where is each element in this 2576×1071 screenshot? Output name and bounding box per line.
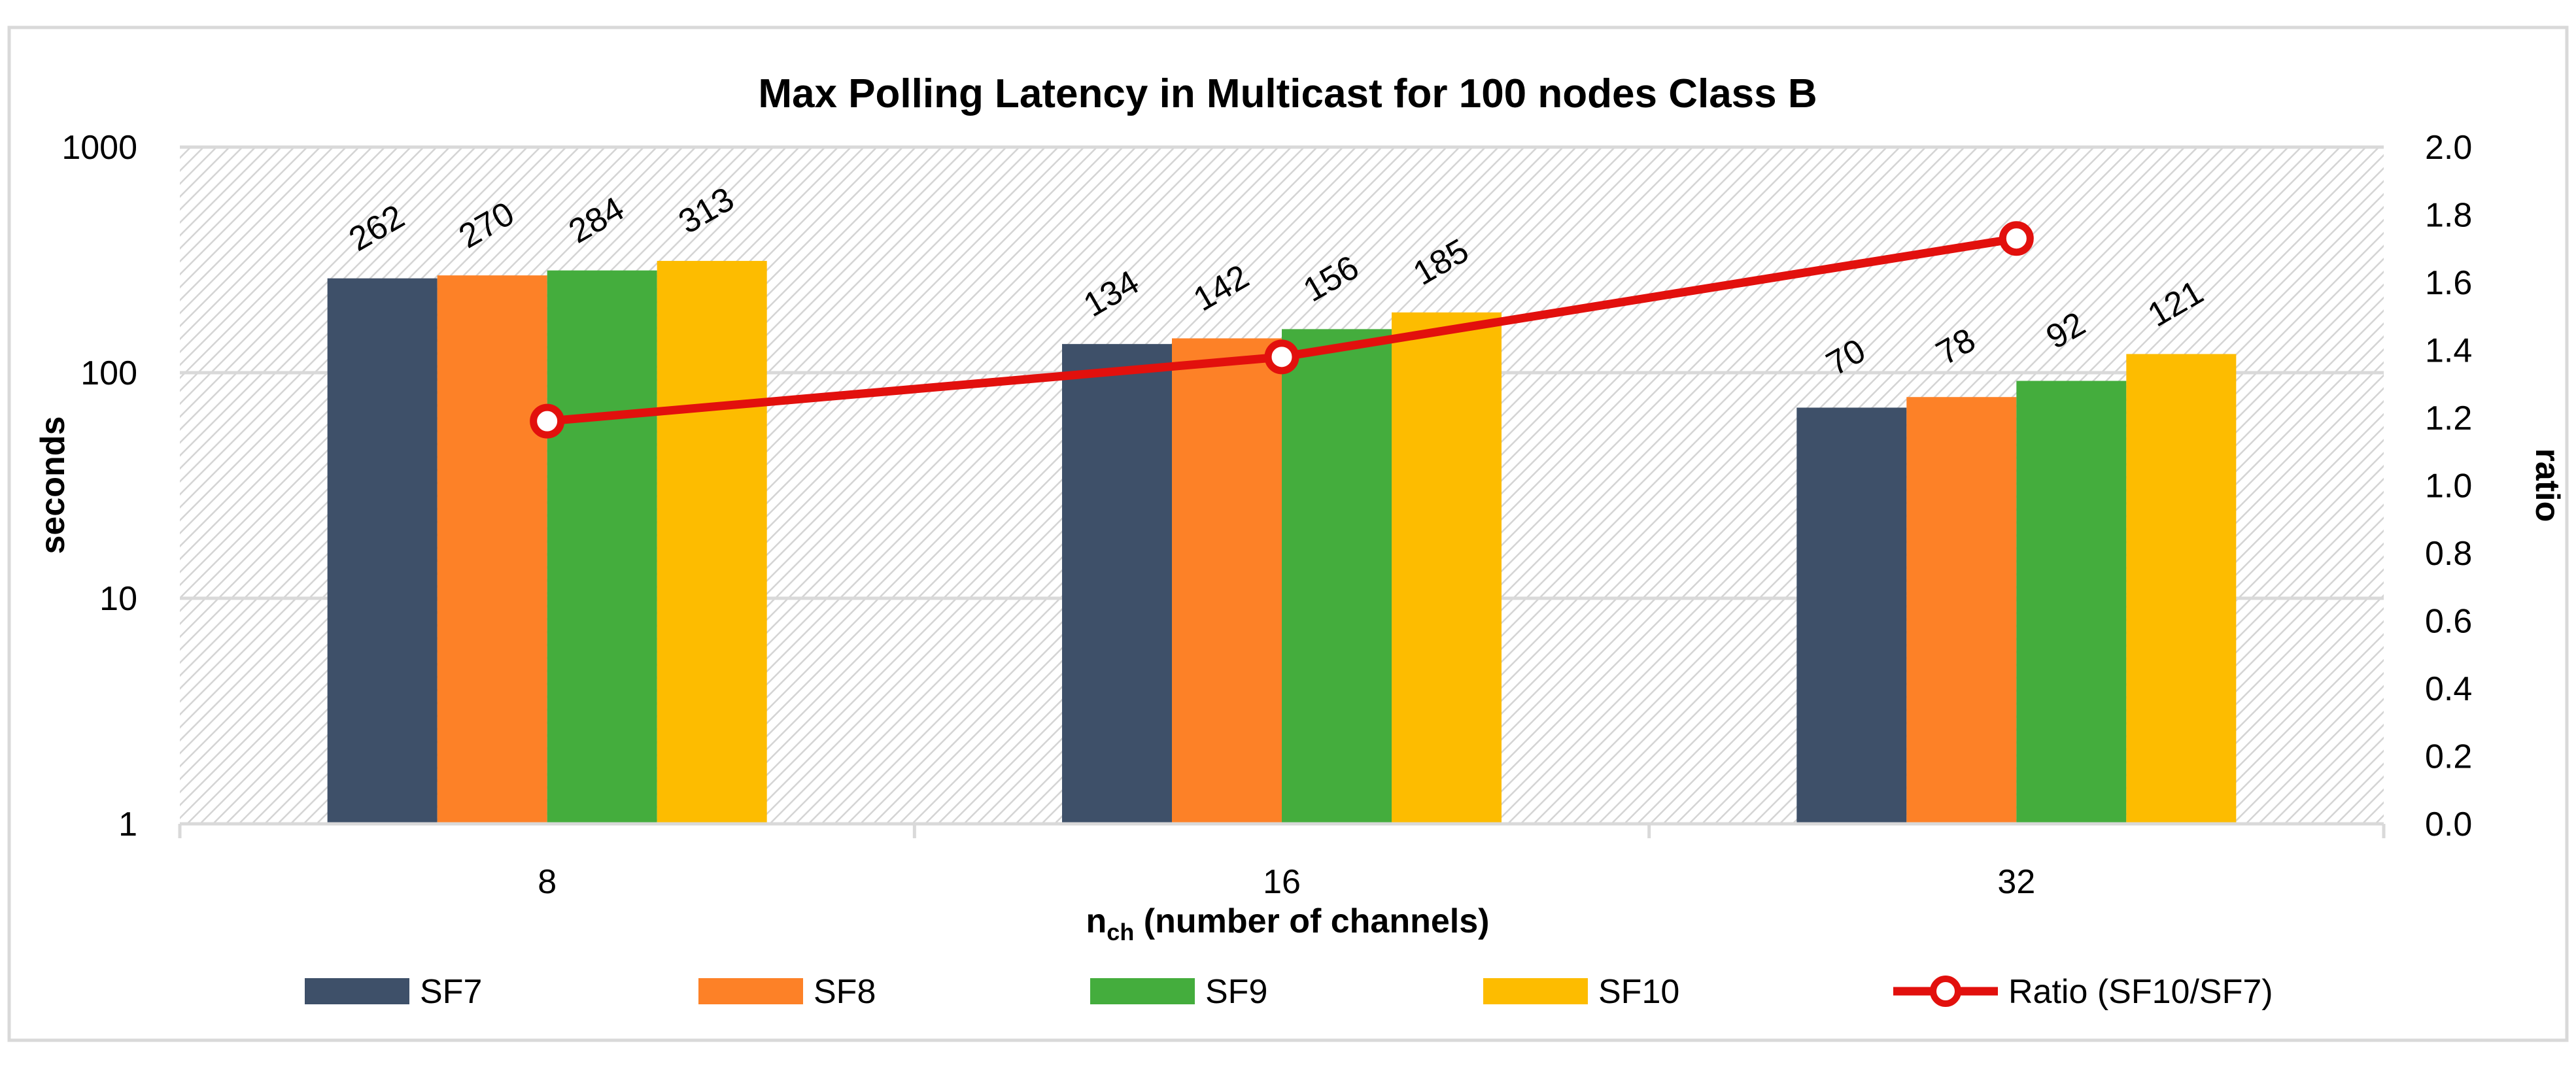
legend-label: Ratio (SF10/SF7)	[2008, 973, 2273, 1011]
y2-tick-label: 1.8	[2425, 197, 2472, 235]
ratio-marker	[1264, 339, 1299, 375]
x-axis-title: nch (number of channels)	[1086, 902, 1490, 945]
legend-label: SF10	[1598, 973, 1679, 1011]
bar-sf10	[657, 261, 767, 824]
x-axis-title-main: n	[1086, 902, 1107, 940]
bar-sf10	[2126, 354, 2237, 824]
legend: SF7 SF8 SF9 SF10 Ratio (SF10/SF7)	[305, 973, 2273, 1011]
bar-sf8	[437, 275, 547, 824]
bar-sf9	[547, 270, 657, 824]
ratio-marker	[530, 403, 565, 439]
bars	[327, 261, 2237, 824]
bar-sf9	[1282, 329, 1392, 824]
legend-swatch-sf8	[698, 978, 803, 1004]
ratio-line	[530, 221, 2034, 439]
bar-sf8	[1906, 397, 2017, 824]
legend-label: SF8	[814, 973, 876, 1011]
chart-title: Max Polling Latency in Multicast for 100…	[758, 71, 1817, 116]
bar-sf10	[1392, 312, 1502, 824]
y2-tick-label: 0.8	[2425, 535, 2472, 573]
legend-swatch-sf9	[1090, 978, 1195, 1004]
bar-sf7	[1796, 407, 1907, 824]
legend-swatch-sf7	[305, 978, 409, 1004]
y2-tick-label: 0.6	[2425, 603, 2472, 641]
y-tick-label: 100	[80, 354, 137, 392]
x-tick-label: 8	[538, 863, 557, 901]
bar-sf7	[327, 278, 438, 824]
y2-tick-label: 0.2	[2425, 738, 2472, 776]
y2-tick-label: 0.4	[2425, 670, 2472, 708]
legend-swatch-ratio-marker	[1930, 976, 1961, 1007]
y2-tick-label: 1.2	[2425, 400, 2472, 437]
y-tick-label: 10	[99, 580, 137, 618]
y2-tick-label: 1.6	[2425, 264, 2472, 302]
y-tick-label: 1	[118, 806, 137, 843]
axes: 1 10 100 1000 0.0 0.2 0.4 0.6 0.8 1.0 1.2 1.4 1.6 1.8…	[61, 129, 2472, 901]
ratio-marker	[1999, 221, 2034, 256]
y2-tick-label: 2.0	[2425, 129, 2472, 167]
bar-sf9	[2016, 381, 2127, 824]
y2-tick-label: 1.0	[2425, 468, 2472, 505]
y-tick-label: 1000	[61, 129, 137, 167]
x-axis-title-rest: (number of channels)	[1134, 902, 1489, 940]
y-axis-title: seconds	[34, 416, 72, 554]
legend-label: SF7	[420, 973, 482, 1011]
y2-tick-label: 1.4	[2425, 332, 2472, 370]
y2-axis-title: ratio	[2528, 449, 2566, 522]
y2-tick-label: 0.0	[2425, 806, 2472, 843]
x-tick-label: 32	[1997, 863, 2035, 901]
legend-swatch-sf10	[1483, 978, 1588, 1004]
x-axis-title-subscript: ch	[1107, 919, 1134, 945]
x-tick-label: 16	[1263, 863, 1301, 901]
bar-sf8	[1172, 338, 1282, 824]
bar-sf7	[1062, 344, 1172, 824]
legend-label: SF9	[1205, 973, 1267, 1011]
